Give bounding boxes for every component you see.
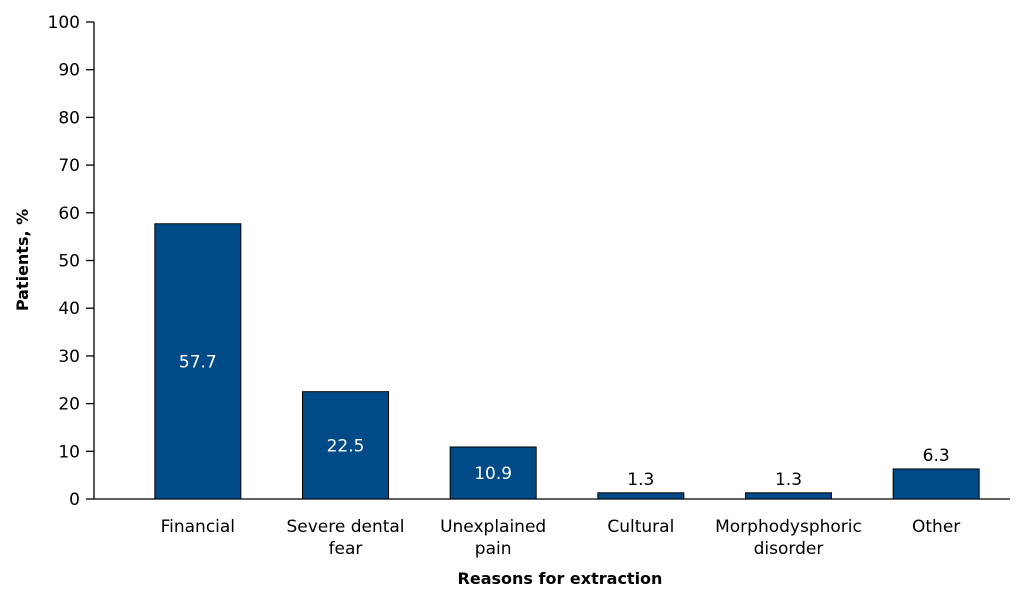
bar [449,446,537,500]
x-tick-label: Other [912,517,960,537]
y-tick-label: 20 [58,395,80,415]
bar-value-labels: 57.7 22.5 10.9 1.3 1.3 6.3 [179,352,950,489]
y-tick-label: 100 [48,13,80,33]
y-axis-title: Patients, % [13,209,32,311]
x-tick-label: pain [475,539,512,559]
x-tick-label: Severe dental [286,517,404,537]
y-axis: 0 10 20 30 40 50 60 70 80 90 100 [48,13,95,510]
bar-value-label: 57.7 [179,352,217,372]
bar [597,492,685,500]
y-tick-label: 50 [58,252,80,272]
x-tick-label: Unexplained [440,517,546,537]
x-tick-label: fear [329,539,363,559]
x-tick-label: disorder [754,539,824,559]
y-tick-label: 10 [58,442,80,462]
x-tick-label: Cultural [607,517,674,537]
y-tick-label: 30 [58,347,80,367]
bar-value-label: 6.3 [923,446,950,466]
bar [745,492,832,500]
bar-value-label: 1.3 [775,470,802,490]
y-tick-label: 90 [58,61,80,81]
bar [154,223,242,500]
bar [302,391,389,500]
y-tick-label: 0 [69,490,80,510]
bars [154,223,980,500]
x-tick-label: Morphodysphoric [715,517,862,537]
y-tick-label: 40 [58,299,80,319]
y-tick-label: 80 [58,108,80,128]
bar-value-label: 1.3 [627,470,654,490]
y-tick-label: 70 [58,156,80,176]
x-axis-title: Reasons for extraction [458,569,663,588]
y-tick-label: 60 [58,204,80,224]
bar [892,468,980,500]
bar-value-label: 22.5 [327,436,365,456]
x-tick-label: Financial [161,517,235,537]
bar-value-label: 10.9 [474,464,512,484]
